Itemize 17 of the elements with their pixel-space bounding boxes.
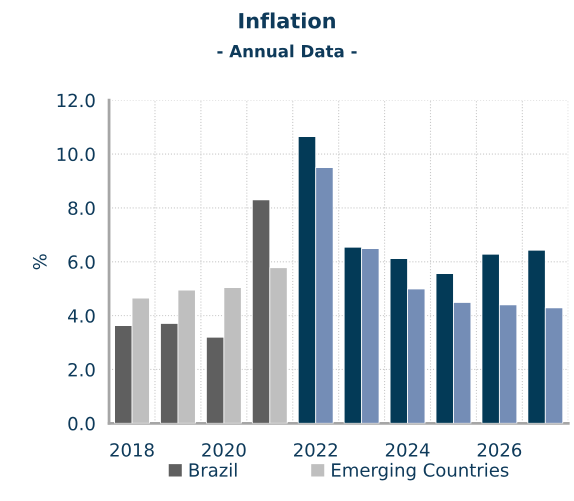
chart-title: Inflation [239,12,335,29]
y-tick-label: 4.0 [68,309,95,323]
y-tick-label: 0.0 [68,416,95,430]
x-tick-label: 2018 [110,443,154,457]
chart-subtitle: - Annual Data - [217,44,357,58]
y-tick-label: 10.0 [58,148,95,162]
y-tick-label: 2.0 [68,362,95,377]
y-axis-title: % [32,254,47,270]
y-tick-label: 6.0 [68,255,95,269]
x-tick-label: 2024 [386,443,430,457]
y-tick-label: 12.0 [58,94,95,108]
legend-label: Emerging Countries [332,462,508,480]
x-tick-label: 2026 [478,443,522,457]
y-tick-label: 8.0 [68,201,95,216]
x-tick-label: 2022 [294,443,337,457]
x-tick-label: 2020 [202,443,246,457]
legend-label: Brazil [190,462,237,477]
